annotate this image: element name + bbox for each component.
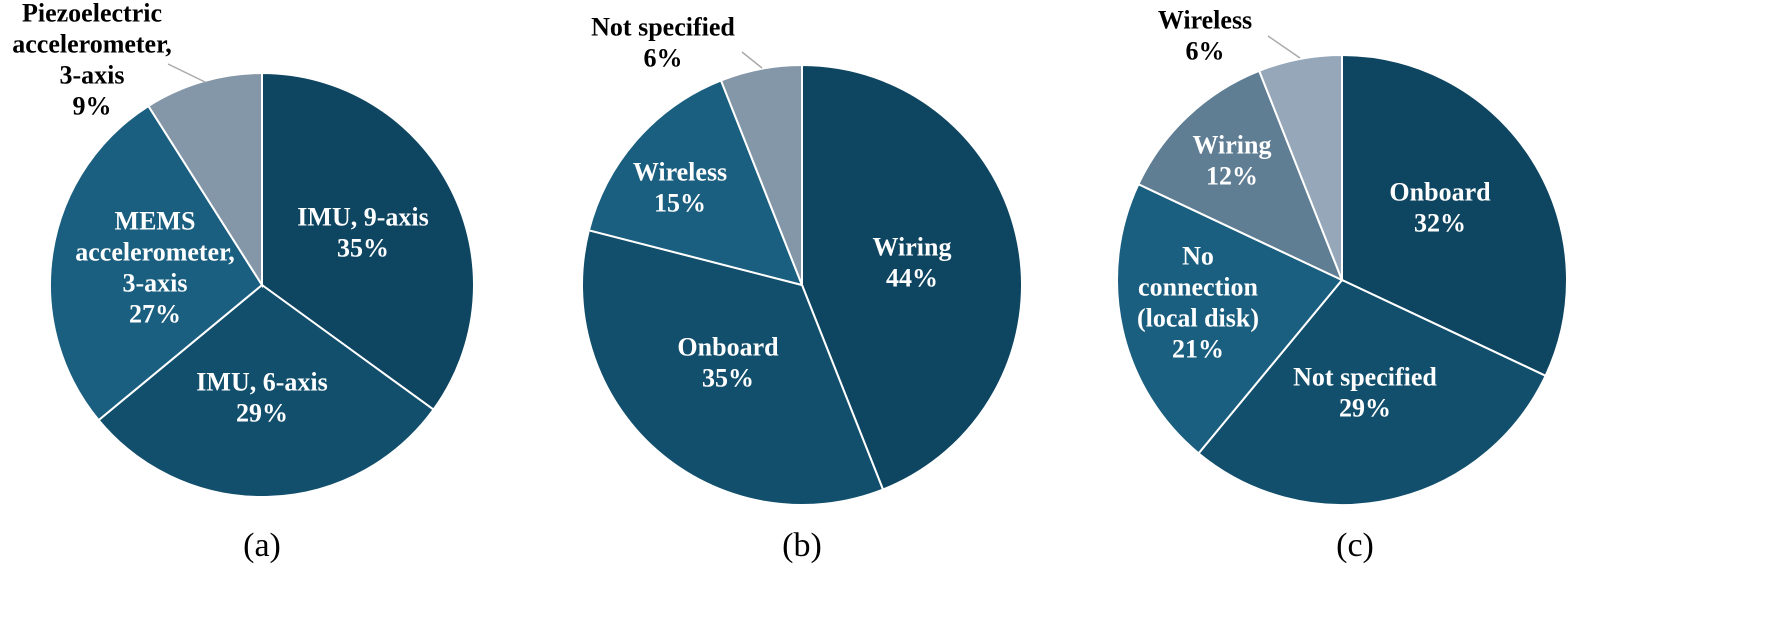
slice-label: Onboard [1389, 177, 1491, 206]
leader-line [167, 63, 206, 83]
slice-label: IMU, 6-axis [196, 367, 327, 396]
value-label: 9% [73, 91, 112, 120]
pie-slice [1115, 182, 1344, 455]
slice-label: Wireless [1158, 5, 1252, 34]
value-label: 29% [236, 398, 288, 427]
slice-label: Not specified [591, 12, 735, 41]
value-label: 44% [886, 263, 938, 292]
pie-slice [587, 79, 804, 287]
pie-slice [1197, 278, 1547, 506]
pie-slice [581, 229, 885, 506]
chart-caption: (a) [243, 527, 281, 564]
slice-label: Not specified [1293, 362, 1437, 391]
pie-slice [261, 71, 475, 412]
value-label: 32% [1414, 208, 1466, 237]
slice-label: Wiring [873, 232, 952, 261]
chart-caption: (c) [1336, 527, 1374, 564]
leader-line [1267, 35, 1301, 59]
pie-slice [719, 63, 803, 286]
value-label: 35% [337, 233, 389, 262]
value-label: 15% [654, 188, 706, 217]
value-label: 6% [1186, 36, 1225, 65]
value-label: 29% [1339, 393, 1391, 422]
slice-label: MEMS accelerometer, 3-axis [75, 206, 235, 297]
chart-caption: (b) [782, 527, 822, 564]
leader-line [741, 51, 763, 69]
slice-label: Wiring [1193, 130, 1272, 159]
slice-label: Wireless [633, 157, 727, 186]
slice-label: Onboard [677, 332, 779, 361]
slice-label: IMU, 9-axis [297, 202, 428, 231]
slice-label: Piezoelectric accelerometer, 3-axis [12, 0, 172, 89]
value-label: 6% [644, 43, 683, 72]
pie-slice [97, 283, 435, 498]
slice-label: No connection (local disk) [1137, 241, 1259, 332]
pie-slice [1341, 53, 1569, 378]
pie-slice [1137, 69, 1344, 282]
pie-slice [49, 104, 264, 422]
pie-slice [801, 63, 1023, 491]
value-label: 21% [1172, 334, 1224, 363]
pie-slice [1257, 53, 1343, 281]
value-label: 35% [702, 363, 754, 392]
value-label: 12% [1206, 161, 1258, 190]
value-label: 27% [129, 299, 181, 328]
